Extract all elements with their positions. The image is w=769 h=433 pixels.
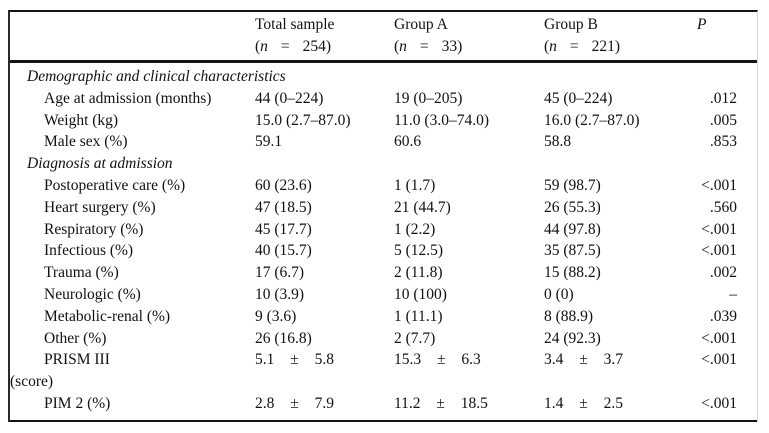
cell-p-value: <.001 [701,176,737,194]
cell-group-b: 45 (0–224) [544,89,613,107]
cell-total-sample: 2.8 ± 7.9 [255,394,335,412]
cell-total-sample: 40 (15.7) [255,242,312,260]
cell-group-b: 35 (87.5) [544,242,601,260]
table-row: Weight (kg) 15.0 (2.7–87.0) 11.0 (3.0–74… [10,110,757,132]
cell-p-value: .039 [709,307,737,325]
characteristics-table: Total sample (n = 254) Group A (n = 33) … [8,10,758,422]
cell-group-b: 44 (97.8) [544,220,601,238]
cell-total-sample: 47 (18.5) [255,198,312,216]
row-label: Heart surgery (%) [44,198,156,216]
table-row: Trauma (%) 17 (6.7) 2 (11.8) 15 (88.2) .… [10,262,757,284]
cell-p-value: <.001 [701,351,737,369]
column-header-p-value: P [697,16,707,33]
table-row: Age at admission (months) 44 (0–224) 19 … [10,88,757,110]
row-label: Age at admission (months) [44,89,212,107]
table-row: Heart surgery (%) 47 (18.5) 21 (44.7) 26… [10,197,757,219]
cell-total-sample: 26 (16.8) [255,329,312,347]
row-label: Male sex (%) [44,133,128,151]
cell-total-sample: 10 (3.9) [255,285,305,303]
cell-group-a: 1 (2.2) [394,220,436,238]
cell-group-a: 1 (11.1) [394,307,443,325]
table-row: Male sex (%) 59.1 60.6 58.8 .853 [10,131,757,153]
cell-group-a: 11.2 ± 18.5 [394,394,488,412]
table-header: Total sample (n = 254) Group A (n = 33) … [10,12,757,63]
cell-group-b: 16.0 (2.7–87.0) [544,111,640,129]
cell-total-sample: 15.0 (2.7–87.0) [255,111,351,129]
cell-group-b: 24 (92.3) [544,329,601,347]
cell-p-value: .560 [709,198,737,216]
row-label: Respiratory (%) [44,220,144,238]
cell-p-value: .853 [709,133,737,151]
cell-total-sample: 45 (17.7) [255,220,312,238]
section-header-row: Demographic and clinical characteristics [10,66,757,88]
table-row: Metabolic-renal (%) 9 (3.6) 1 (11.1) 8 (… [10,306,757,328]
table-row: Postoperative care (%) 60 (23.6) 1 (1.7)… [10,175,757,197]
section-header-row: Diagnosis at admission [10,153,757,175]
cell-total-sample: 5.1 ± 5.8 [255,351,335,369]
row-label: Infectious (%) [44,242,134,260]
table-body: Demographic and clinical characteristics… [10,63,757,422]
sample-size: (n = 33) [394,38,463,55]
cell-total-sample: 9 (3.6) [255,307,297,325]
cell-group-a: 2 (7.7) [394,329,436,347]
row-label: Metabolic-renal (%) [44,307,171,325]
cell-total-sample: 17 (6.7) [255,264,305,282]
table-row: PIM 2 (%) 2.8 ± 7.9 11.2 ± 18.5 1.4 ± 2.… [10,393,757,415]
cell-p-value: <.001 [701,220,737,238]
sample-size: (n = 254) [255,38,332,55]
cell-group-a: 1 (1.7) [394,176,436,194]
column-title: Total sample [255,16,335,33]
cell-group-a: 5 (12.5) [394,242,444,260]
column-header-group-b: Group B (n = 221) [544,14,689,58]
row-label: Other (%) [44,329,107,347]
table-row: Infectious (%) 40 (15.7) 5 (12.5) 35 (87… [10,240,757,262]
cell-total-sample: 60 (23.6) [255,176,312,194]
cell-p-value: <.001 [701,394,737,412]
cell-p-value: .005 [709,111,737,129]
cell-group-b: 59 (98.7) [544,176,601,194]
row-label: Neurologic (%) [44,285,141,303]
column-header-group-a: Group A (n = 33) [394,14,544,58]
section-title: Demographic and clinical characteristics [27,68,286,85]
cell-p-value: <.001 [701,329,737,347]
row-label: PIM 2 (%) [44,394,111,412]
section-title: Diagnosis at admission [27,155,173,173]
table-row: Neurologic (%) 10 (3.9) 10 (100) 0 (0) – [10,284,757,306]
table-row: Other (%) 26 (16.8) 2 (7.7) 24 (92.3) <.… [10,328,757,350]
cell-group-a: 10 (100) [394,285,447,303]
cell-group-a: 2 (11.8) [394,264,443,282]
cell-p-value: <.001 [701,242,737,260]
row-label-line2: (score) [10,373,54,391]
cell-group-a: 60.6 [394,133,422,151]
cell-group-b: 3.4 ± 3.7 [544,351,624,369]
cell-total-sample: 44 (0–224) [255,89,324,107]
row-label: PRISM III (score) [10,349,255,393]
column-header-total-sample: Total sample (n = 254) [255,14,394,58]
cell-group-b: 26 (55.3) [544,198,601,216]
cell-group-a: 11.0 (3.0–74.0) [394,111,489,129]
sample-size: (n = 221) [544,38,621,55]
cell-p-value: – [729,285,737,303]
cell-group-a: 15.3 ± 6.3 [394,351,481,369]
cell-group-a: 19 (0–205) [394,89,463,107]
cell-p-value: .012 [709,89,737,107]
cell-total-sample: 59.1 [255,133,283,151]
row-label: Weight (kg) [44,111,119,129]
cell-group-b: 58.8 [544,133,572,151]
cell-group-b: 8 (88.9) [544,307,594,325]
cell-group-b: 0 (0) [544,285,574,303]
column-title: Group A [394,16,448,33]
cell-group-b: 1.4 ± 2.5 [544,394,624,412]
column-title: Group B [544,16,598,33]
row-label: Postoperative care (%) [44,176,186,194]
row-label-line1: PRISM III [44,351,110,369]
cell-p-value: .002 [709,264,737,282]
row-label: Trauma (%) [44,264,119,282]
cell-group-b: 15 (88.2) [544,264,601,282]
table-row: Respiratory (%) 45 (17.7) 1 (2.2) 44 (97… [10,219,757,241]
header-spacer [10,14,255,58]
cell-group-a: 21 (44.7) [394,198,451,216]
table-row: PRISM III (score) 5.1 ± 5.8 15.3 ± 6.3 3… [10,349,757,393]
